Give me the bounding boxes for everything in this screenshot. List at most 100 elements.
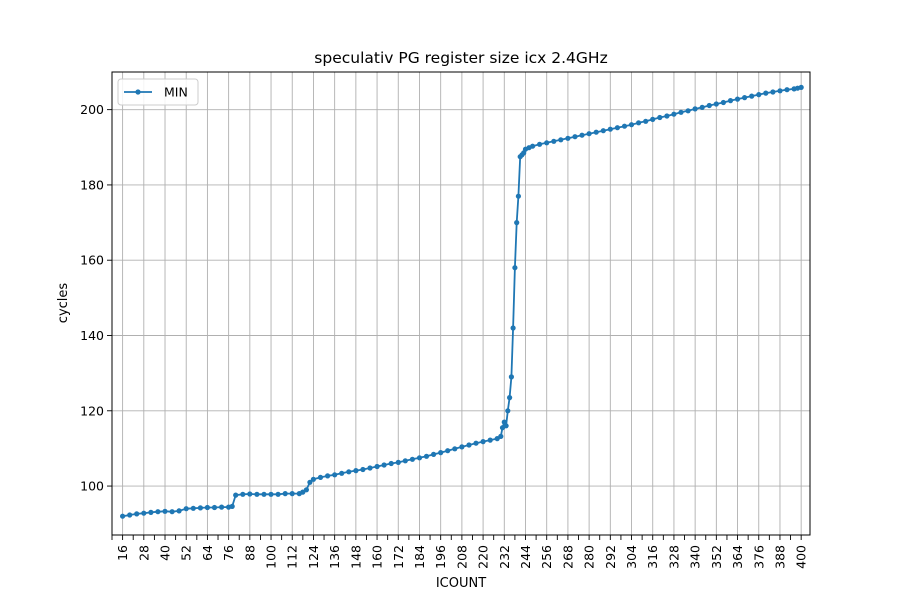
y-tick-label: 100 bbox=[80, 479, 104, 494]
data-point bbox=[503, 423, 509, 429]
data-point bbox=[183, 506, 189, 512]
x-tick-label: 328 bbox=[666, 545, 681, 569]
data-point bbox=[586, 131, 592, 137]
x-tick-label: 304 bbox=[624, 545, 639, 569]
data-point bbox=[713, 101, 719, 107]
x-tick-label: 268 bbox=[560, 545, 575, 569]
x-tick-label: 184 bbox=[412, 545, 427, 569]
x-tick-label: 388 bbox=[772, 545, 787, 569]
x-tick-label: 172 bbox=[391, 545, 406, 569]
x-tick-label: 196 bbox=[433, 545, 448, 569]
data-point bbox=[134, 511, 140, 517]
data-point bbox=[423, 453, 430, 459]
data-point bbox=[480, 439, 486, 445]
x-tick-label: 136 bbox=[327, 545, 342, 569]
x-tick-label: 208 bbox=[454, 545, 469, 569]
data-point bbox=[176, 508, 182, 514]
x-tick-label: 124 bbox=[306, 545, 321, 569]
series-layer bbox=[120, 84, 804, 519]
data-point bbox=[317, 474, 324, 480]
data-point bbox=[565, 135, 571, 141]
data-point bbox=[515, 193, 522, 199]
x-tick-label: 244 bbox=[518, 545, 533, 569]
data-point bbox=[148, 509, 154, 515]
data-point bbox=[310, 476, 316, 482]
x-gridlines bbox=[122, 72, 802, 535]
data-point bbox=[452, 446, 458, 452]
data-point bbox=[289, 491, 295, 497]
data-point bbox=[650, 116, 656, 122]
data-point bbox=[664, 113, 670, 119]
data-point bbox=[777, 88, 783, 94]
data-point bbox=[749, 93, 755, 99]
data-point bbox=[607, 126, 613, 132]
data-point bbox=[445, 448, 451, 454]
data-point bbox=[498, 433, 504, 439]
data-point bbox=[600, 128, 606, 134]
y-axis-label: cycles bbox=[56, 283, 71, 324]
data-point bbox=[332, 472, 338, 478]
data-point bbox=[353, 468, 359, 474]
data-point bbox=[551, 138, 557, 144]
data-point bbox=[685, 108, 691, 114]
data-point bbox=[636, 120, 642, 126]
data-point bbox=[692, 106, 698, 112]
y-gridlines bbox=[112, 109, 810, 487]
data-point bbox=[360, 466, 366, 473]
data-point bbox=[505, 408, 511, 414]
data-point bbox=[763, 90, 769, 96]
data-point bbox=[487, 437, 493, 443]
y-tick-label: 160 bbox=[80, 253, 104, 268]
legend-box bbox=[117, 78, 199, 106]
data-point bbox=[346, 469, 352, 475]
x-tick-label: 16 bbox=[115, 545, 130, 561]
x-tick-label: 280 bbox=[582, 545, 597, 569]
data-point bbox=[438, 450, 444, 456]
x-tick-label: 160 bbox=[370, 545, 385, 569]
data-point bbox=[727, 98, 734, 104]
data-point bbox=[756, 92, 762, 98]
plot-frame bbox=[111, 71, 811, 536]
data-point bbox=[431, 451, 437, 457]
data-point bbox=[508, 374, 514, 380]
x-tick-label: 220 bbox=[476, 545, 491, 569]
data-point bbox=[544, 140, 550, 146]
data-point bbox=[742, 95, 748, 101]
x-axis-ticks: 16 28 40 52 64 76 88 100 112 124 136 148 160 172 184 19… bbox=[111, 535, 809, 569]
data-point bbox=[402, 458, 408, 464]
data-point bbox=[720, 99, 727, 106]
data-point bbox=[197, 505, 203, 511]
data-point bbox=[621, 123, 628, 129]
data-point bbox=[233, 492, 239, 498]
data-point bbox=[127, 512, 133, 518]
x-tick-label: 256 bbox=[539, 545, 554, 569]
data-point bbox=[409, 456, 415, 462]
x-tick-label: 316 bbox=[645, 545, 660, 569]
data-point bbox=[303, 487, 309, 493]
data-point bbox=[628, 122, 635, 128]
data-point bbox=[657, 114, 663, 121]
legend-point-marker bbox=[135, 89, 141, 95]
x-tick-label: 232 bbox=[497, 545, 512, 569]
data-point bbox=[141, 510, 147, 516]
data-point bbox=[579, 132, 585, 138]
data-point bbox=[643, 118, 649, 124]
data-point bbox=[507, 395, 513, 401]
data-point bbox=[671, 111, 677, 117]
data-point bbox=[211, 504, 218, 511]
data-point bbox=[219, 504, 225, 510]
data-point bbox=[395, 459, 401, 465]
y-tick-label: 140 bbox=[80, 328, 104, 343]
data-point bbox=[325, 473, 331, 479]
data-point bbox=[381, 462, 387, 468]
data-point bbox=[798, 84, 804, 90]
data-point bbox=[734, 96, 741, 102]
x-tick-label: 340 bbox=[688, 545, 703, 569]
legend-entry-min: MIN bbox=[164, 85, 188, 100]
data-point bbox=[388, 460, 394, 467]
data-point bbox=[473, 440, 479, 446]
data-point bbox=[770, 89, 776, 95]
data-point bbox=[510, 325, 516, 331]
y-tick-label: 180 bbox=[80, 177, 104, 192]
data-point bbox=[169, 509, 175, 515]
